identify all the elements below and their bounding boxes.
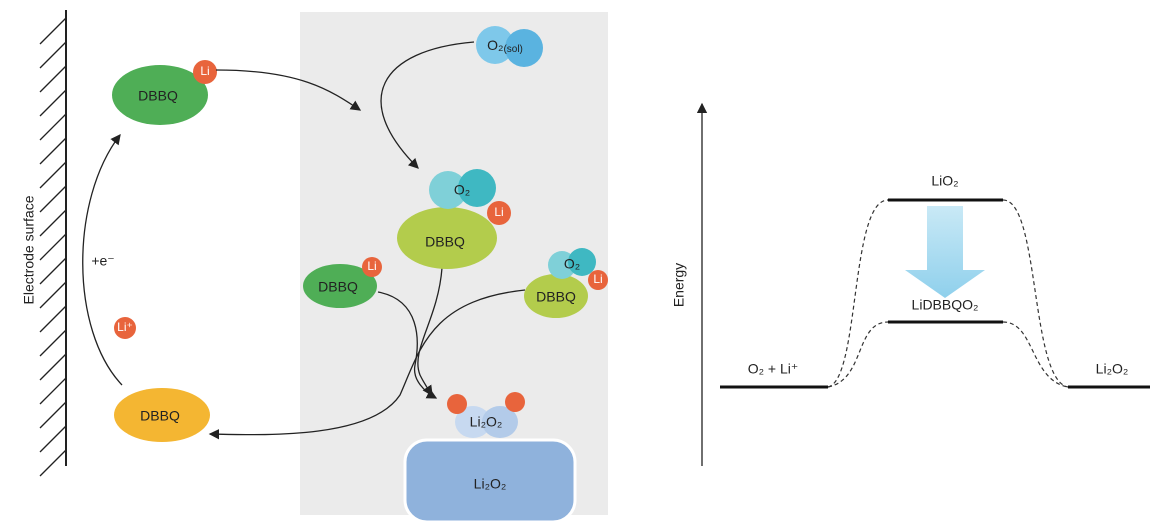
dbbq-top-label: DBBQ [138, 88, 178, 104]
level-label: LiO₂ [931, 173, 958, 189]
hatch-line [40, 234, 66, 260]
hatch-line [40, 90, 66, 116]
electrode [40, 10, 66, 476]
li-label: Li [593, 272, 602, 286]
complex-right-dbbq-label: DBBQ [536, 289, 576, 305]
level-label: O₂ + Li⁺ [748, 361, 799, 377]
li2o2-solid-label: Li₂O₂ [474, 476, 507, 492]
li-dbbq-label: DBBQ [318, 279, 358, 295]
hatch-line [40, 162, 66, 188]
dbbq-bottom-label: DBBQ [140, 408, 180, 424]
o2-text: O₂ [487, 37, 503, 53]
complex-dbbq-label: DBBQ [425, 234, 465, 250]
sol-text: (sol) [503, 44, 522, 55]
li-label: Li [494, 205, 503, 219]
path-lower [828, 322, 888, 387]
hatch-line [40, 114, 66, 140]
hatch-line [40, 354, 66, 380]
stabilization-arrow [905, 206, 985, 298]
hatch-line [40, 258, 66, 284]
electrode-label: Electrode surface [21, 195, 37, 304]
li-ion-label: Li⁺ [117, 320, 133, 334]
hatch-line [40, 66, 66, 92]
path-upper [828, 200, 888, 387]
electron-label: +e⁻ [91, 253, 114, 269]
energy-axis-label: Energy [671, 263, 687, 307]
hatch-line [40, 282, 66, 308]
li-label: Li [200, 64, 209, 78]
hatch-line [40, 450, 66, 476]
path-lower [1003, 322, 1068, 387]
hatch-line [40, 18, 66, 44]
path-upper [1003, 200, 1068, 387]
hatch-line [40, 378, 66, 404]
hatch-line [40, 330, 66, 356]
hatch-line [40, 42, 66, 68]
li-label: Li [367, 259, 376, 273]
o-atom [447, 394, 467, 414]
level-label: Li₂O₂ [1096, 361, 1129, 377]
hatch-line [40, 306, 66, 332]
diagram: Electrode surface +e⁻ Li⁺ DBBQ Li DBBQ O… [0, 0, 1157, 522]
o-atom [505, 392, 525, 412]
level-label: LiDBBQO₂ [912, 297, 979, 313]
complex-o2-label: O₂ [454, 182, 470, 198]
hatch-line [40, 426, 66, 452]
hatch-line [40, 402, 66, 428]
hatch-line [40, 138, 66, 164]
complex-right-o2-label: O₂ [564, 256, 580, 272]
hatch-line [40, 186, 66, 212]
li2o2-cluster-label: Li₂O₂ [470, 414, 503, 430]
hatch-line [40, 210, 66, 236]
